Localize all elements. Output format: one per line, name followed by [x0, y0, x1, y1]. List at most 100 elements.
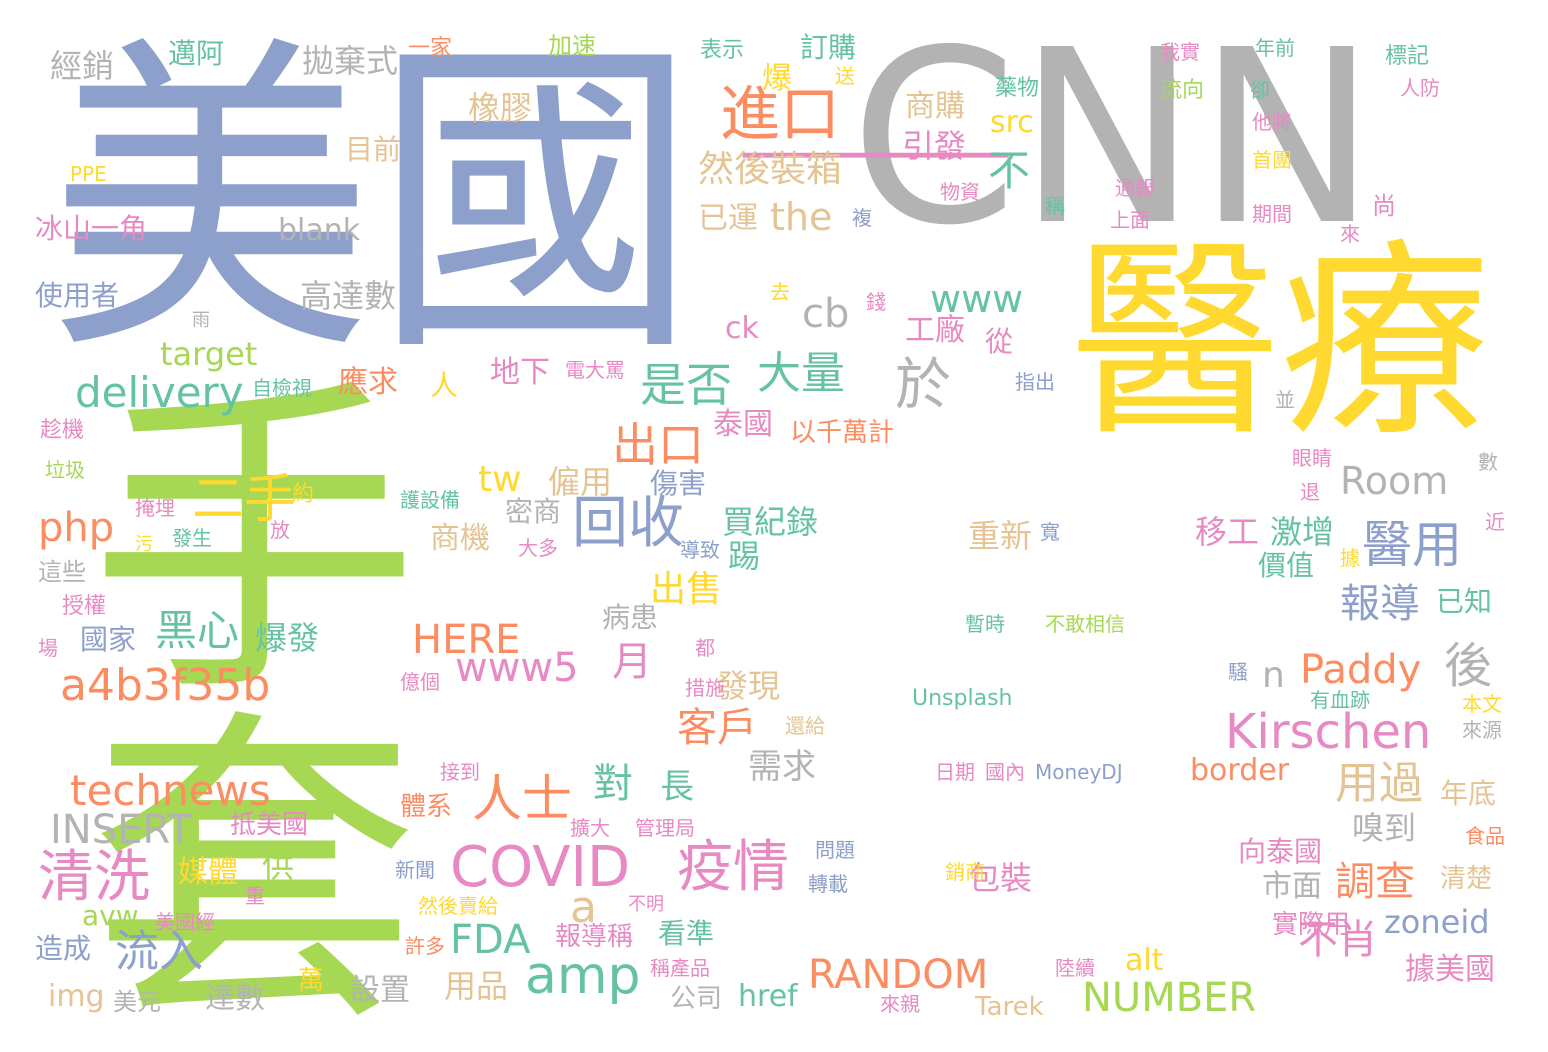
word: 然後裝箱	[698, 149, 843, 190]
word: 調查	[1335, 859, 1415, 905]
word: 措施	[685, 676, 725, 700]
word: 出售	[650, 569, 723, 610]
word: 重新	[968, 517, 1033, 555]
word: 拋棄式	[302, 42, 399, 80]
word: 國家	[80, 623, 137, 656]
word: 複	[852, 206, 872, 230]
word: 稱產品	[650, 956, 710, 980]
word: 雨	[192, 310, 210, 331]
word: 向泰國	[1238, 835, 1323, 868]
word: 寬	[1040, 520, 1060, 544]
word: 卻	[1250, 78, 1270, 102]
word: 授權	[62, 594, 107, 619]
word: 加速	[548, 32, 596, 60]
word: 已知	[1436, 585, 1493, 618]
word: 陸續	[1055, 956, 1095, 980]
word: technews	[70, 766, 271, 815]
word: 清洗	[38, 845, 150, 910]
word: 然後賣給	[418, 894, 498, 918]
word: 工廠	[905, 313, 965, 348]
word: 約	[292, 482, 315, 507]
word: 食品	[1465, 824, 1505, 848]
word: 人士	[472, 770, 572, 828]
word: 大量	[757, 348, 845, 399]
word: 二手	[192, 470, 297, 530]
word: NUMBER	[1082, 975, 1257, 1021]
word: 暫時	[965, 612, 1005, 636]
word: HERE	[412, 617, 521, 663]
word: 稱	[1045, 194, 1065, 218]
word: 報導	[1340, 581, 1420, 627]
word: 許多	[405, 934, 445, 958]
word: href	[738, 979, 798, 1014]
word: 我實	[1160, 40, 1200, 64]
word: 爆發	[255, 619, 320, 657]
word: 不敢相信	[1045, 612, 1125, 636]
word: 不明	[628, 894, 664, 915]
word: 目前	[345, 133, 402, 166]
word: Tarek	[975, 992, 1044, 1022]
word: 趁機	[40, 418, 85, 443]
word: 去	[770, 280, 790, 304]
word: 病患	[602, 601, 659, 634]
word: img	[48, 979, 105, 1014]
word: 人防	[1400, 76, 1440, 100]
word: 僱用	[548, 463, 613, 501]
word: 疫情	[677, 835, 789, 900]
word: 抵美國	[230, 810, 309, 840]
word: 已運	[698, 201, 758, 236]
word: 嗅到	[1352, 809, 1417, 847]
word: 通報	[1115, 176, 1155, 200]
word: 設置	[350, 973, 410, 1008]
word: avw	[82, 899, 139, 932]
word: 使用者	[35, 279, 120, 312]
word: 進口	[720, 80, 840, 150]
word: 有血跡	[1310, 688, 1370, 712]
word: 來	[1340, 222, 1360, 246]
word: 供	[262, 847, 295, 885]
word: tw	[478, 459, 522, 500]
word: border	[1190, 753, 1290, 788]
word: 擴大	[570, 816, 610, 840]
word: 首團	[1252, 148, 1292, 172]
word: ck	[725, 311, 759, 346]
word: www5	[455, 645, 579, 691]
word: 引發	[902, 127, 967, 165]
word: 醫療	[1070, 220, 1491, 465]
word: 媒體	[178, 855, 238, 890]
word: 以千萬計	[790, 418, 895, 448]
word: 高達數	[300, 277, 397, 315]
word: 不	[988, 146, 1031, 195]
word: 本文	[1462, 692, 1502, 716]
word: 並	[1275, 388, 1295, 412]
word: 從	[985, 325, 1014, 358]
word: 據美國	[1405, 952, 1495, 987]
word: php	[38, 505, 115, 551]
word: 價值	[1258, 549, 1315, 582]
word: 污	[135, 534, 153, 555]
word: 來親	[880, 992, 920, 1016]
word: 清楚	[1440, 864, 1493, 894]
word: INSERT	[50, 807, 192, 853]
word: 大多	[518, 536, 558, 560]
word: 他將	[1252, 110, 1292, 134]
word: 邁阿	[168, 37, 225, 70]
word: FDA	[450, 917, 531, 963]
word: delivery	[75, 368, 244, 417]
word: 電大罵	[565, 358, 625, 382]
word: COVID	[450, 835, 631, 900]
word: 標記	[1385, 44, 1430, 69]
word: 商機	[430, 521, 490, 556]
word: MoneyDJ	[1035, 760, 1123, 784]
word: 傷害	[650, 467, 707, 500]
word: 密商	[505, 495, 562, 528]
word: 商購	[905, 89, 965, 124]
word: 還給	[785, 714, 825, 738]
word: 接到	[440, 760, 480, 784]
word: CNN	[850, 0, 1377, 278]
word: 出口	[612, 418, 704, 472]
word: 上面	[1110, 208, 1150, 232]
word: 年前	[1255, 36, 1295, 60]
word: 一	[730, 123, 1020, 193]
